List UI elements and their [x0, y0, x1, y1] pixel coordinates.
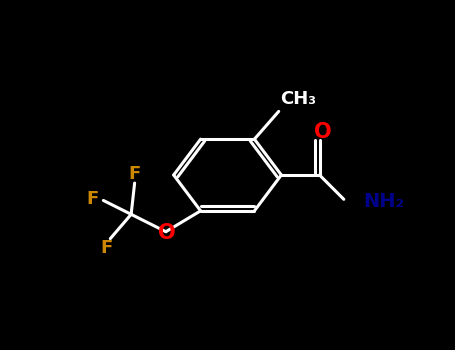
Text: O: O [158, 223, 175, 243]
Text: O: O [314, 121, 332, 142]
Text: F: F [128, 166, 141, 183]
Text: F: F [101, 239, 113, 257]
Text: F: F [87, 190, 99, 208]
Text: NH₂: NH₂ [363, 191, 404, 211]
Text: CH₃: CH₃ [280, 90, 316, 108]
